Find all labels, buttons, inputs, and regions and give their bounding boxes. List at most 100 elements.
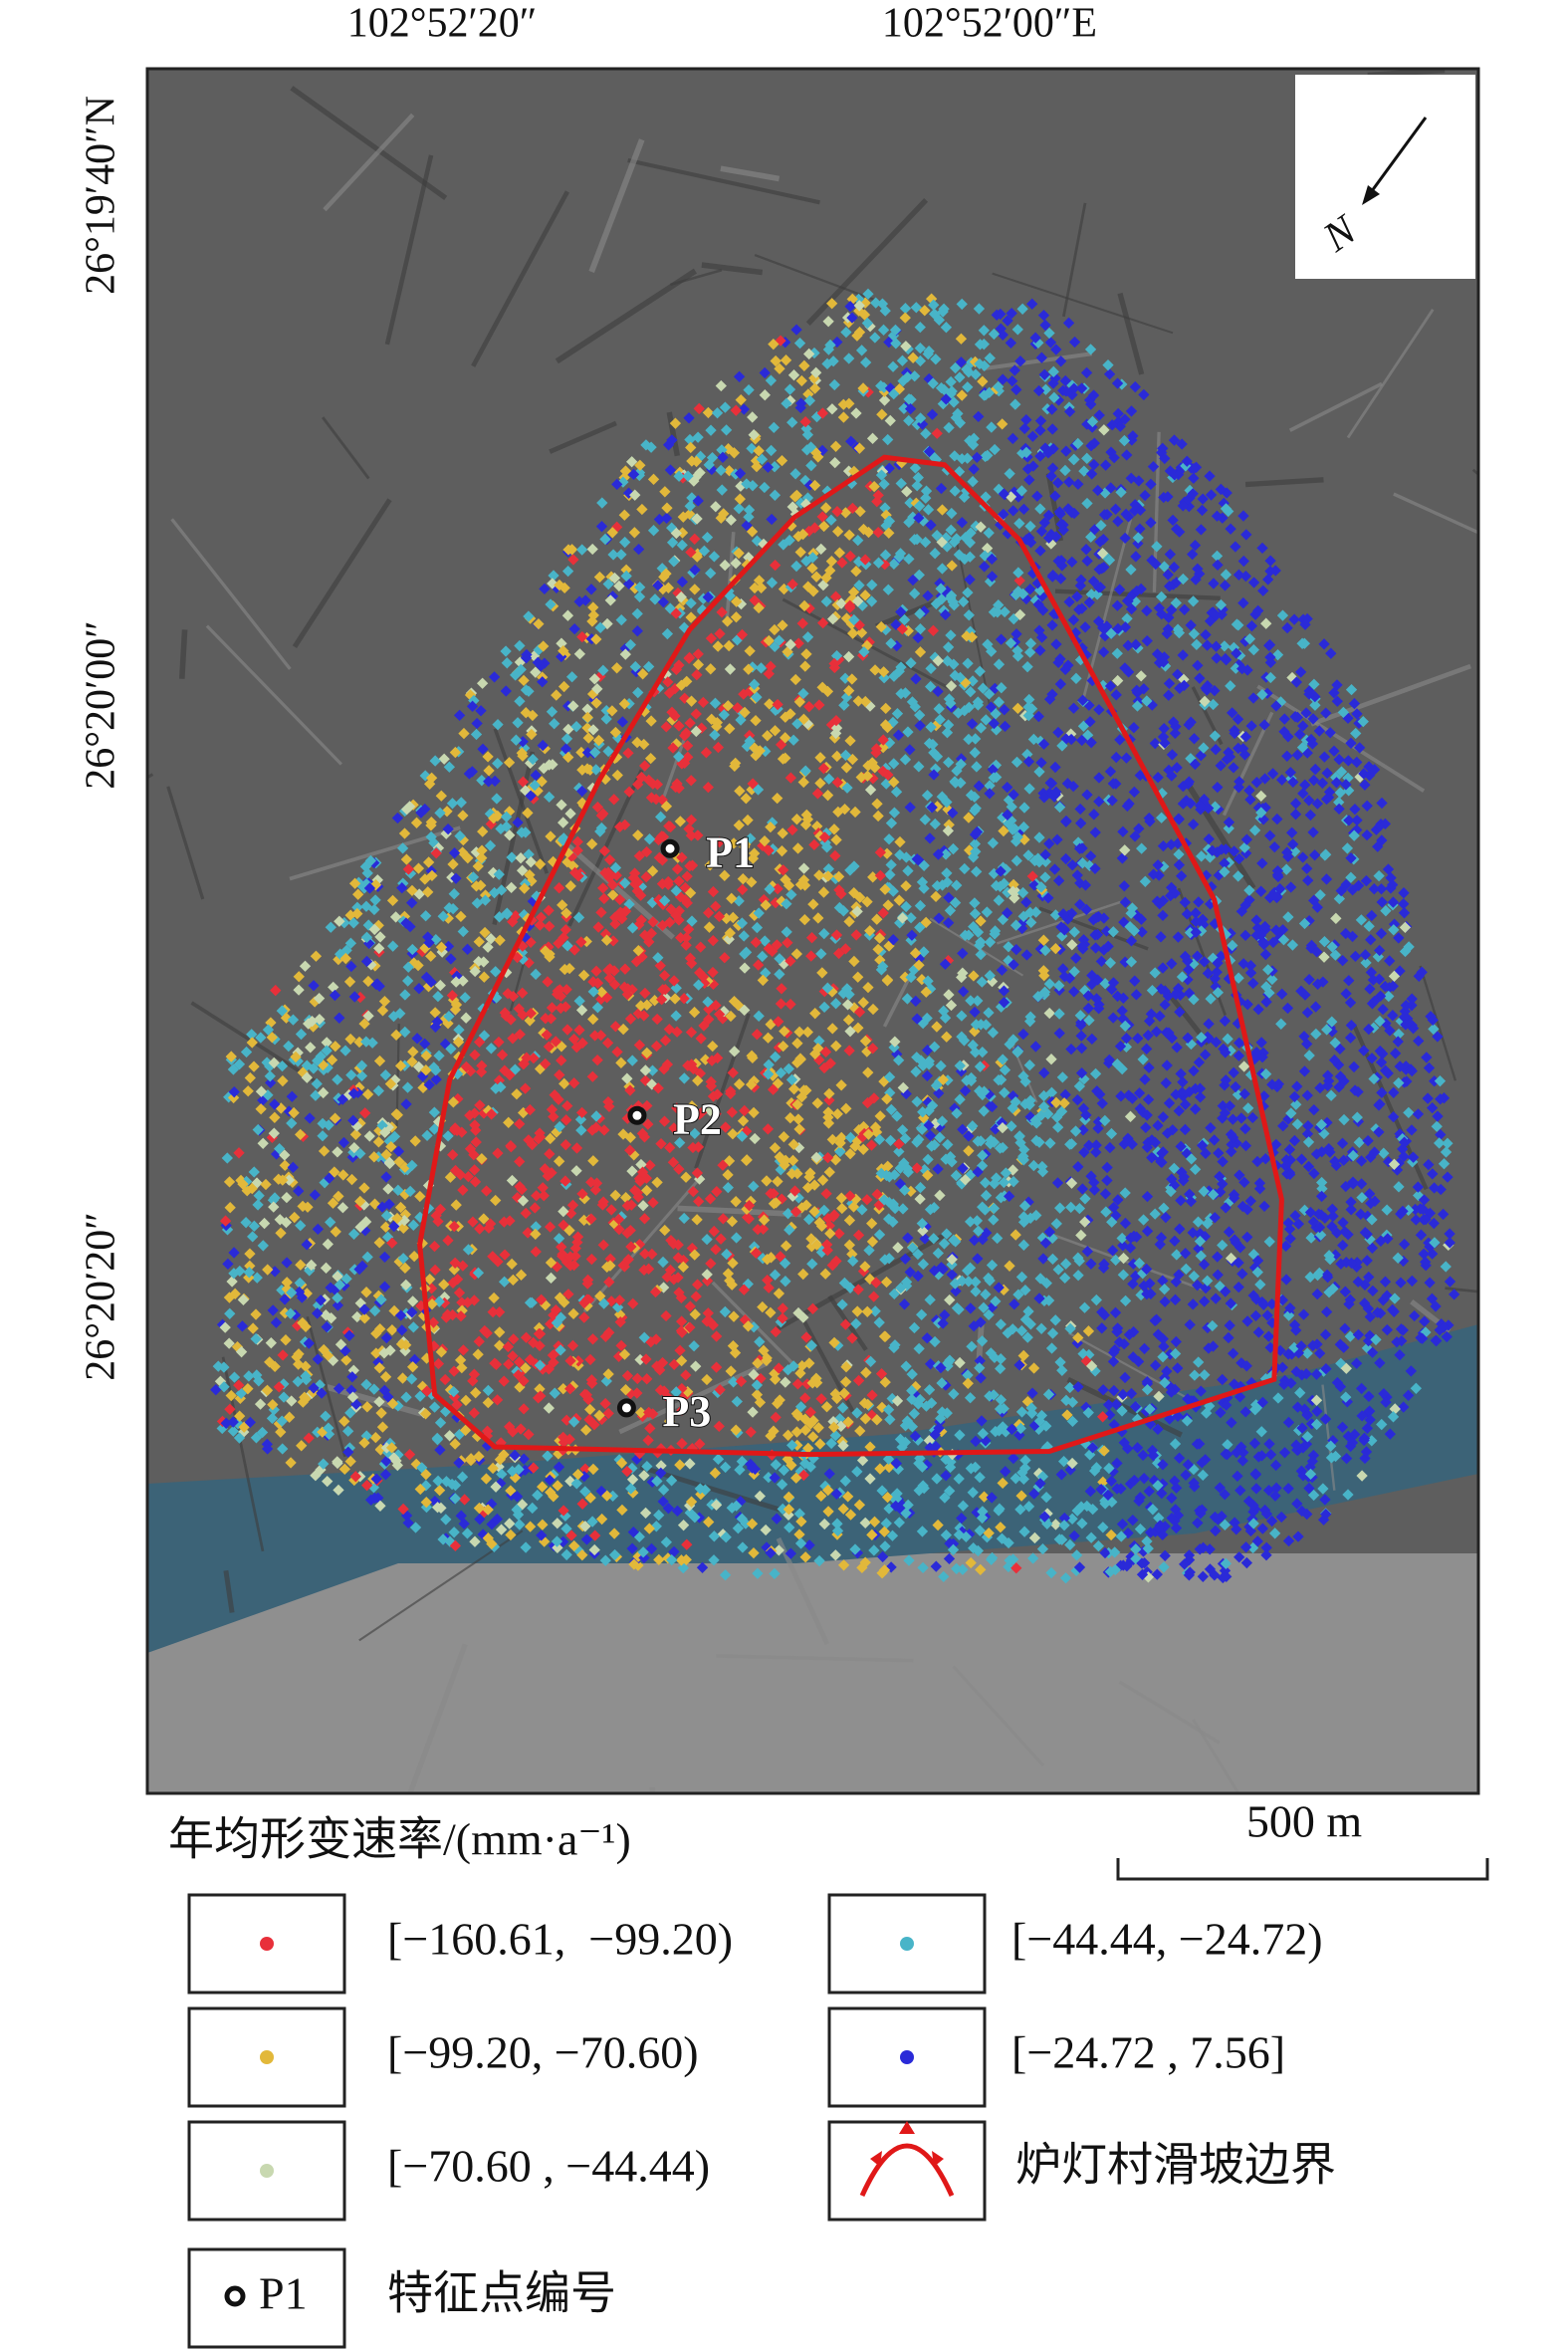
deformation-point <box>848 955 860 968</box>
deformation-point <box>516 1183 528 1196</box>
deformation-point <box>736 1455 748 1468</box>
deformation-point <box>843 1239 856 1251</box>
deformation-point <box>615 549 627 561</box>
ridge <box>555 268 697 364</box>
deformation-point <box>1341 842 1354 854</box>
deformation-point <box>1266 768 1279 780</box>
deformation-point <box>514 695 526 707</box>
deformation-point <box>967 675 979 687</box>
deformation-point <box>969 907 982 920</box>
deformation-point <box>880 1276 893 1289</box>
deformation-point <box>784 1112 796 1124</box>
deformation-point <box>1305 1232 1317 1244</box>
deformation-point <box>595 822 607 834</box>
deformation-point <box>575 746 587 759</box>
deformation-point <box>611 769 623 782</box>
deformation-point <box>1262 574 1274 586</box>
deformation-point <box>941 867 953 879</box>
deformation-point <box>908 1408 920 1420</box>
deformation-point <box>939 1308 951 1321</box>
deformation-point <box>489 775 501 788</box>
deformation-point <box>1080 903 1092 916</box>
deformation-point <box>1382 863 1395 875</box>
deformation-point <box>480 1185 493 1197</box>
deformation-point <box>428 1401 441 1413</box>
deformation-point <box>748 1546 760 1559</box>
deformation-point <box>977 682 990 694</box>
deformation-point <box>1220 843 1232 855</box>
deformation-point <box>690 1360 702 1372</box>
deformation-point <box>1060 445 1072 457</box>
ridge <box>549 420 617 454</box>
terrain <box>147 1553 1478 1793</box>
deformation-point <box>1085 588 1097 600</box>
ridge <box>166 786 205 900</box>
deformation-point <box>704 1193 717 1205</box>
deformation-point <box>941 727 954 739</box>
deformation-point <box>1059 1258 1072 1270</box>
ridge <box>627 157 820 205</box>
deformation-point <box>814 777 826 790</box>
deformation-point <box>879 502 891 514</box>
deformation-point <box>1276 774 1288 786</box>
deformation-point <box>1233 1169 1245 1181</box>
deformation-point <box>1158 561 1171 573</box>
deformation-point <box>956 1512 968 1525</box>
deformation-point <box>1043 837 1055 849</box>
deformation-point <box>1134 523 1146 535</box>
deformation-point <box>1153 1390 1165 1403</box>
deformation-point <box>1353 1136 1365 1148</box>
deformation-point <box>1250 777 1263 789</box>
deformation-point <box>1119 896 1132 908</box>
deformation-point <box>400 1098 412 1110</box>
deformation-point <box>1110 1398 1122 1411</box>
ridge <box>1118 1680 1221 1745</box>
deformation-point <box>1264 651 1276 663</box>
deformation-point <box>1289 809 1302 821</box>
deformation-point <box>564 1207 577 1220</box>
deformation-point <box>722 1169 734 1181</box>
deformation-point <box>929 818 941 830</box>
deformation-point <box>645 1542 658 1555</box>
deformation-point <box>727 1066 739 1079</box>
deformation-point <box>1073 1255 1085 1268</box>
deformation-point <box>793 1508 805 1520</box>
deformation-point <box>835 1420 847 1432</box>
deformation-point <box>448 1527 460 1538</box>
deformation-point <box>676 576 688 588</box>
deformation-point <box>1260 1549 1272 1561</box>
deformation-point <box>1039 319 1051 332</box>
deformation-point <box>921 1069 934 1082</box>
deformation-point <box>1276 988 1288 1000</box>
ridge <box>724 532 736 625</box>
deformation-point <box>903 553 915 566</box>
deformation-point <box>743 504 756 516</box>
deformation-point <box>967 475 979 488</box>
deformation-point <box>218 1361 230 1373</box>
deformation-point <box>680 1171 692 1183</box>
deformation-point <box>971 451 983 464</box>
deformation-point <box>900 900 912 913</box>
deformation-point <box>537 676 549 688</box>
deformation-point <box>1171 1249 1183 1261</box>
deformation-point <box>586 1516 598 1528</box>
deformation-point <box>929 548 941 560</box>
deformation-point <box>1224 1319 1235 1331</box>
ridge <box>292 498 392 648</box>
deformation-point <box>1405 1365 1417 1377</box>
deformation-point <box>663 1415 676 1427</box>
ridge <box>1419 965 1457 1081</box>
ridge <box>1445 1287 1478 1293</box>
deformation-point <box>820 1188 832 1200</box>
deformation-point <box>1066 1415 1079 1428</box>
deformation-point <box>837 411 850 423</box>
deformation-point <box>843 915 855 928</box>
deformation-point <box>1129 380 1141 393</box>
deformation-point <box>333 1382 345 1395</box>
deformation-point <box>785 888 797 901</box>
deformation-point <box>358 1182 370 1194</box>
deformation-point <box>554 1068 565 1081</box>
deformation-point <box>757 1300 769 1313</box>
deformation-point <box>829 456 841 469</box>
deformation-point <box>697 696 710 709</box>
